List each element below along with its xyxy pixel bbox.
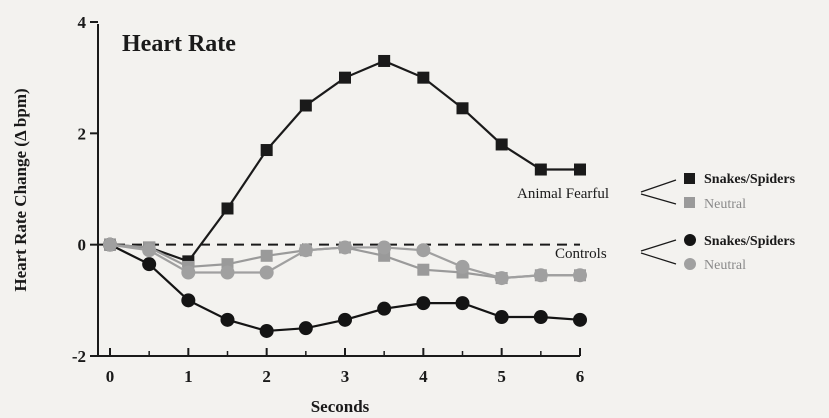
x-tick-label: 5	[497, 367, 506, 386]
data-point-circle	[533, 268, 548, 283]
data-point-square	[378, 54, 391, 67]
data-point-circle	[377, 301, 392, 316]
x-tick-label: 2	[262, 367, 271, 386]
x-axis-label: Seconds	[311, 397, 370, 416]
y-axis-label: Heart Rate Change (Δ bpm)	[11, 88, 30, 291]
data-point-circle	[416, 243, 431, 258]
data-point-circle	[181, 265, 196, 280]
legend-entry-controls-neutral: Neutral	[704, 258, 746, 273]
data-point-circle	[494, 310, 509, 325]
x-tick-label: 4	[419, 367, 428, 386]
data-point-circle	[220, 265, 235, 280]
y-tick-label: 2	[78, 124, 87, 143]
y-tick-label: -2	[72, 347, 86, 366]
legend-bracket-line	[640, 193, 677, 205]
data-point-square	[495, 138, 508, 151]
series-0	[104, 54, 586, 268]
data-point-square	[339, 71, 351, 84]
legend-marker-circle-grey	[684, 258, 696, 270]
legend-bracket-line	[640, 252, 677, 265]
legend-entry-fearful-neutral: Neutral	[704, 197, 746, 212]
data-point-circle	[298, 321, 313, 336]
legend: Animal Fearful Snakes/Spiders Neutral Co…	[517, 172, 796, 273]
data-point-circle	[142, 243, 157, 258]
legend-marker-square-grey	[684, 197, 695, 208]
x-tick-label: 0	[106, 367, 115, 386]
legend-marker-circle-black	[684, 234, 696, 246]
data-point-circle	[181, 293, 196, 308]
data-point-square	[417, 263, 430, 276]
data-point-circle	[103, 237, 117, 252]
data-point-circle	[259, 323, 274, 338]
legend-group-controls: Controls	[555, 246, 607, 262]
data-point-circle	[573, 312, 587, 327]
data-point-square	[260, 144, 273, 157]
series-line	[109, 59, 580, 263]
x-tick-label: 1	[184, 367, 193, 386]
data-point-circle	[416, 296, 431, 311]
x-tick-label: 3	[341, 367, 350, 386]
legend-bracket-line	[640, 239, 677, 252]
data-point-circle	[338, 240, 352, 255]
data-point-square	[221, 202, 234, 215]
x-tick-label: 6	[576, 367, 585, 386]
data-point-circle	[259, 265, 274, 280]
legend-group-animal-fearful: Animal Fearful	[517, 186, 609, 202]
data-point-square	[456, 102, 469, 115]
data-point-circle	[220, 312, 235, 327]
data-point-circle	[455, 296, 470, 311]
data-point-square	[417, 71, 430, 84]
chart-title: Heart Rate	[122, 31, 236, 57]
data-point-circle	[573, 268, 587, 283]
series-3	[103, 237, 587, 286]
data-point-square	[378, 249, 391, 262]
data-point-circle	[142, 257, 157, 272]
legend-entry-fearful-snakes: Snakes/Spiders	[704, 172, 796, 187]
data-point-square	[534, 163, 547, 176]
data-point-square	[574, 163, 586, 176]
y-tick-label: 4	[78, 13, 87, 32]
data-point-circle	[494, 271, 509, 286]
data-point-circle	[338, 312, 352, 327]
data-point-circle	[298, 243, 313, 258]
legend-bracket-line	[640, 179, 677, 193]
y-tick-label: 0	[78, 236, 87, 255]
legend-entry-controls-snakes: Snakes/Spiders	[704, 234, 796, 249]
legend-marker-square-black	[684, 173, 695, 184]
data-point-circle	[455, 259, 470, 274]
data-point-circle	[377, 240, 392, 255]
data-point-square	[299, 99, 312, 112]
data-point-circle	[533, 310, 548, 325]
data-point-square	[260, 249, 273, 262]
